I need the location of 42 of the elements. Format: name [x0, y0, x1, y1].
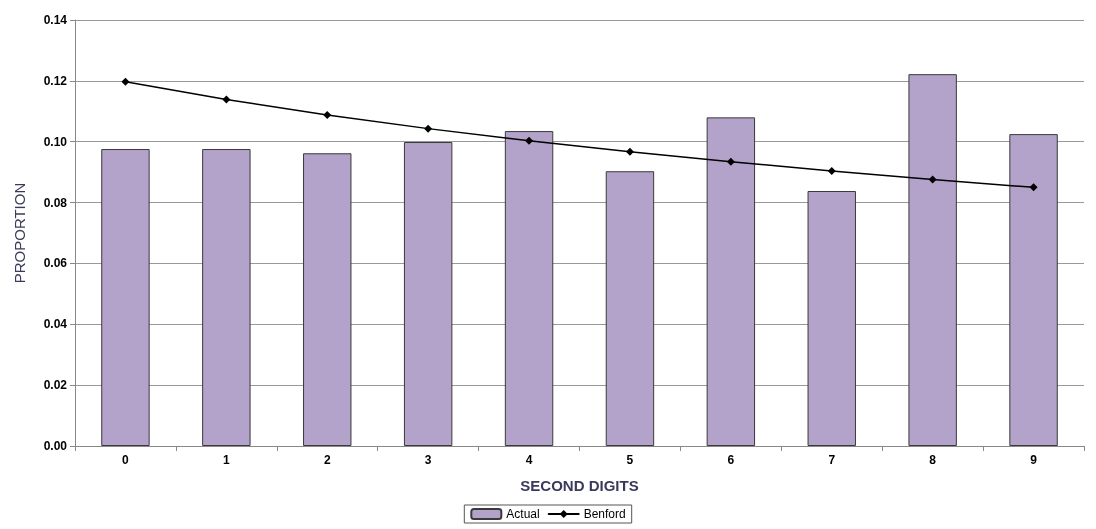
x-tick-label: 9 — [1030, 453, 1038, 467]
x-axis-title: SECOND DIGITS — [520, 477, 639, 494]
bar — [403, 142, 453, 446]
point — [222, 95, 231, 104]
y-tick-label: 0.08 — [43, 195, 68, 210]
point — [928, 175, 937, 184]
x-tick-label: 6 — [727, 453, 735, 467]
bar — [202, 149, 251, 446]
point — [827, 166, 836, 175]
bar — [303, 153, 352, 446]
y-tick-label: 0.14 — [43, 13, 68, 27]
point — [424, 124, 433, 133]
x-tick-label: 2 — [323, 453, 331, 467]
legend-label: Actual — [506, 507, 540, 521]
bar — [706, 117, 756, 446]
point — [323, 110, 332, 119]
point — [1029, 183, 1038, 192]
bar — [605, 171, 655, 446]
y-tick-label: 0.04 — [43, 317, 68, 332]
y-tick-label: 0.10 — [43, 134, 68, 149]
y-axis-title: PROPORTION — [11, 182, 28, 284]
point — [525, 136, 534, 145]
x-tick-label: 1 — [223, 453, 231, 467]
bar — [504, 131, 554, 446]
bar — [1009, 134, 1058, 446]
x-tick-label: 8 — [929, 453, 937, 467]
x-tick-label: 7 — [828, 453, 836, 467]
bar — [908, 74, 957, 446]
y-tick-label: 0.00 — [43, 439, 68, 453]
bar — [101, 149, 150, 446]
point — [726, 157, 735, 166]
y-tick-label: 0.12 — [43, 73, 68, 88]
x-tick-label: 5 — [626, 453, 634, 467]
x-tick-label: 4 — [525, 453, 533, 467]
x-tick-label: 0 — [122, 453, 130, 467]
y-tick-label: 0.06 — [43, 256, 68, 271]
point — [625, 147, 634, 156]
y-tick-label: 0.02 — [43, 378, 68, 393]
point — [121, 77, 130, 86]
legend-label: Benford — [583, 507, 626, 521]
x-tick-label: 3 — [424, 453, 432, 467]
bar — [807, 191, 856, 446]
